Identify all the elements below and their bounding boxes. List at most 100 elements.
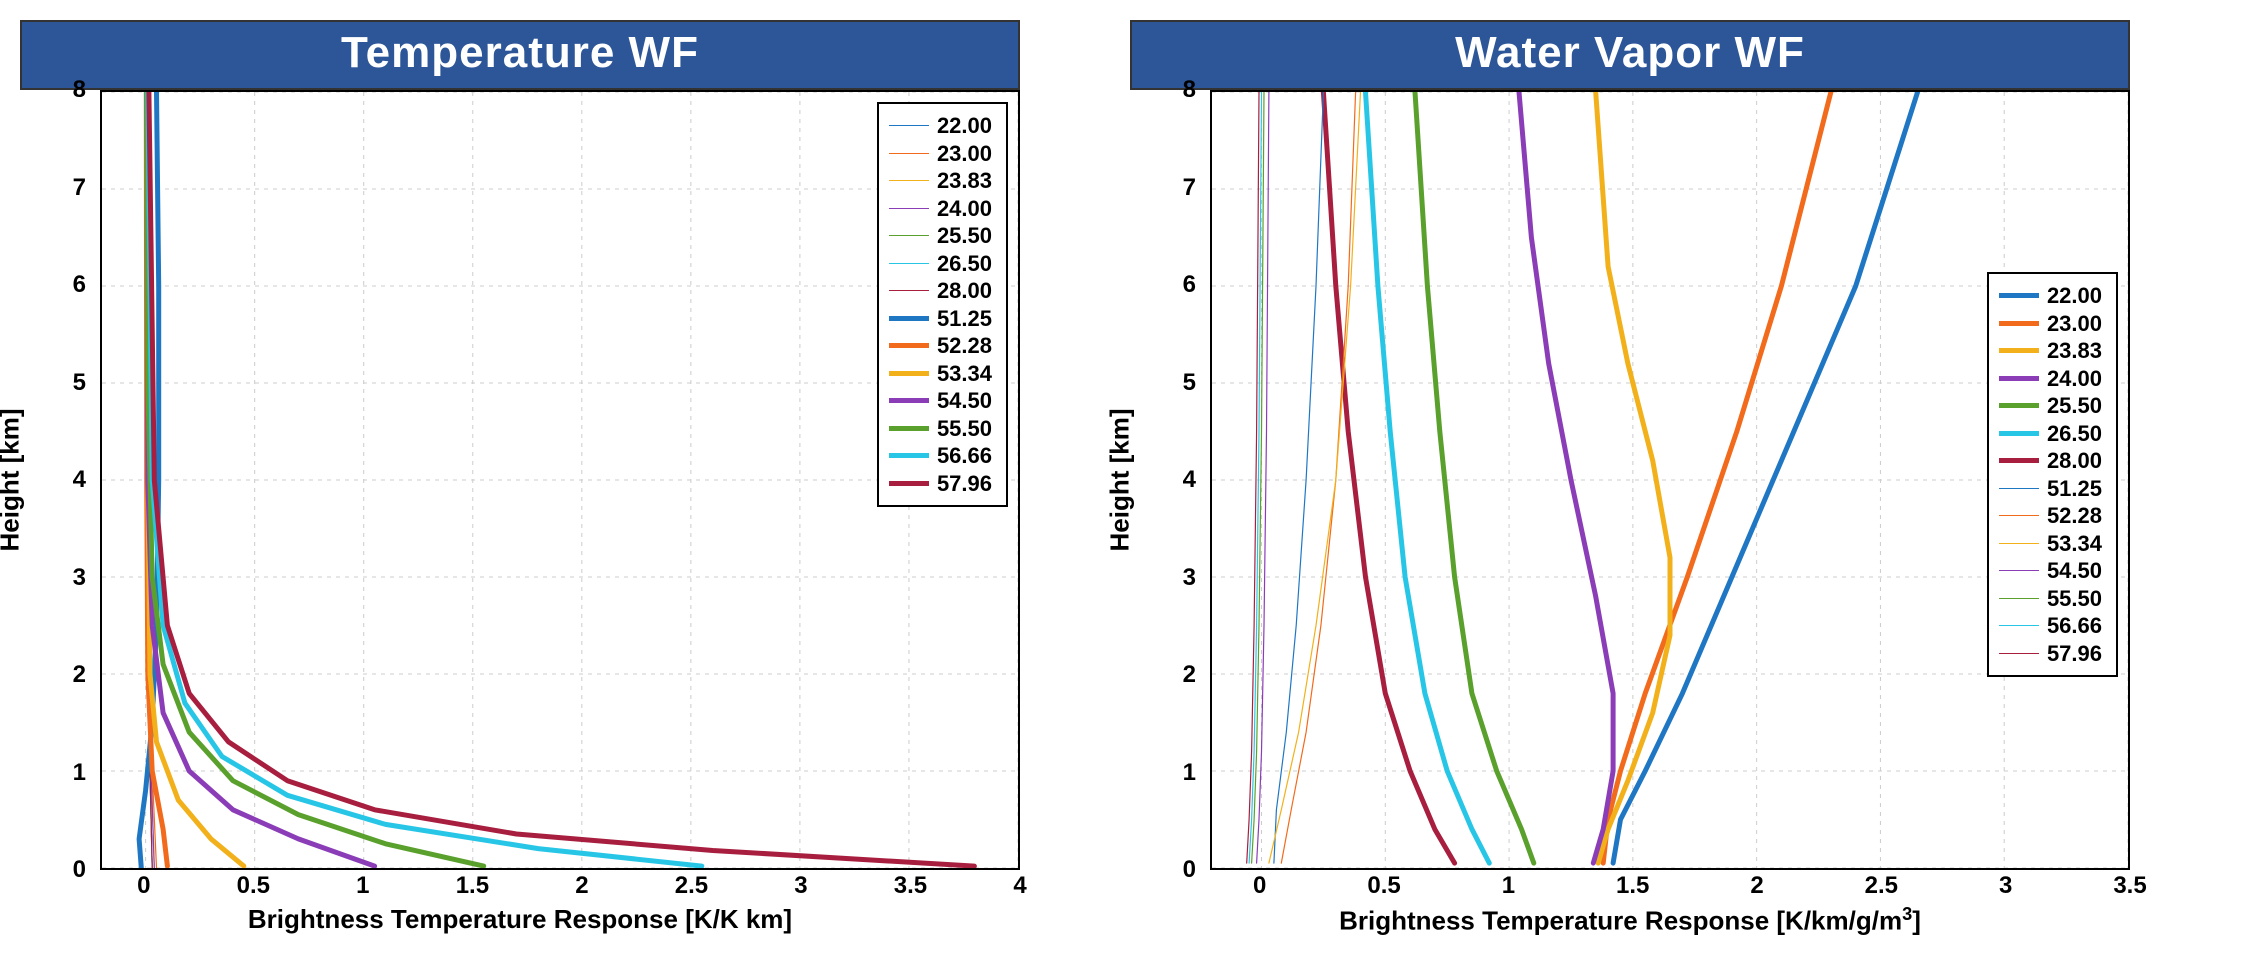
legend-swatch [1999,376,2039,381]
legend-row-57.96: 57.96 [1999,640,2102,668]
ytick-label: 3 [1183,564,1196,592]
legend-swatch [1999,570,2039,571]
legend-row-51.25: 51.25 [889,305,992,333]
legend-label: 25.50 [2047,392,2102,420]
legend-swatch [1999,321,2039,326]
xtick-label: 0.5 [237,872,270,900]
series-line-51.25 [1274,92,1324,863]
legend-label: 57.96 [2047,640,2102,668]
legend-label: 26.50 [937,250,992,278]
xtick-label: 1 [1502,872,1515,900]
right-yticks: 012345678 [1150,90,1200,870]
series-line-57.96 [149,92,975,866]
legend-swatch [1999,348,2039,353]
legend-row-54.50: 54.50 [1999,557,2102,585]
legend-label: 24.00 [937,195,992,223]
legend-label: 28.00 [937,277,992,305]
legend-label: 22.00 [2047,282,2102,310]
legend-swatch [1999,598,2039,599]
left-yticks: 012345678 [40,90,90,870]
legend-label: 23.83 [2047,337,2102,365]
legend-label: 26.50 [2047,420,2102,448]
legend-swatch [1999,543,2039,544]
series-line-53.34 [1269,92,1361,863]
legend-swatch [889,398,929,403]
legend-label: 57.96 [937,470,992,498]
xtick-label: 3 [1999,872,2012,900]
legend-swatch [889,343,929,348]
right-plot-wrap: Height [km] 012345678 22.0023.0023.8324.… [1130,90,2130,870]
left-plot-wrap: Height [km] 012345678 22.0023.0023.8324.… [20,90,1020,870]
xtick-label: 2 [1750,872,1763,900]
legend-swatch [1999,458,2039,463]
legend-swatch [889,263,929,264]
xtick-label: 3 [794,872,807,900]
series-line-26.50 [1366,92,1490,863]
legend-label: 51.25 [2047,475,2102,503]
legend-swatch [1999,403,2039,408]
legend-swatch [1999,653,2039,654]
ytick-label: 3 [73,564,86,592]
legend-row-22.00: 22.00 [889,112,992,140]
ytick-label: 7 [1183,174,1196,202]
legend-label: 25.50 [937,222,992,250]
right-xlabel: Brightness Temperature Response [K/km/g/… [1130,904,2130,937]
legend-swatch [889,290,929,291]
legend-row-56.66: 56.66 [1999,612,2102,640]
legend-label: 56.66 [937,442,992,470]
legend-row-23.83: 23.83 [1999,337,2102,365]
right-xticks: 00.511.522.533.5 [1210,870,2130,900]
legend-row-56.66: 56.66 [889,442,992,470]
legend-label: 52.28 [937,332,992,360]
legend-label: 51.25 [937,305,992,333]
ytick-label: 2 [73,661,86,689]
right-panel: Water Vapor WF Height [km] 012345678 22.… [1130,20,2130,937]
legend-swatch [889,208,929,209]
legend-swatch [889,316,929,321]
legend-label: 55.50 [2047,585,2102,613]
legend-row-52.28: 52.28 [1999,502,2102,530]
xtick-label: 2.5 [675,872,708,900]
legend-swatch [889,153,929,154]
legend-row-25.50: 25.50 [1999,392,2102,420]
ytick-label: 1 [1183,759,1196,787]
right-plot-area: 22.0023.0023.8324.0025.5026.5028.0051.25… [1210,90,2130,870]
ytick-label: 4 [73,466,86,494]
legend-row-23.00: 23.00 [1999,310,2102,338]
xtick-label: 0 [1253,872,1266,900]
ytick-label: 5 [73,369,86,397]
left-panel: Temperature WF Height [km] 012345678 22.… [20,20,1020,937]
legend-label: 23.83 [937,167,992,195]
legend-row-23.00: 23.00 [889,140,992,168]
left-xlabel: Brightness Temperature Response [K/K km] [20,904,1020,935]
legend-label: 53.34 [2047,530,2102,558]
legend-swatch [889,453,929,458]
ytick-label: 6 [1183,271,1196,299]
series-line-28.00 [1323,92,1454,863]
right-ylabel: Height [km] [1105,409,1136,552]
series-line-25.50 [1415,92,1534,863]
left-xticks: 00.511.522.533.54 [100,870,1020,900]
xtick-label: 2 [575,872,588,900]
legend-row-23.83: 23.83 [889,167,992,195]
legend-row-53.34: 53.34 [889,360,992,388]
legend-row-53.34: 53.34 [1999,530,2102,558]
left-plot-area: 22.0023.0023.8324.0025.5026.5028.0051.25… [100,90,1020,870]
xtick-label: 1.5 [456,872,489,900]
legend-label: 28.00 [2047,447,2102,475]
legend-swatch [1999,625,2039,626]
ytick-label: 8 [73,76,86,104]
xtick-label: 0.5 [1367,872,1400,900]
legend-label: 54.50 [2047,557,2102,585]
legend-row-26.50: 26.50 [889,250,992,278]
legend-label: 53.34 [937,360,992,388]
legend: 22.0023.0023.8324.0025.5026.5028.0051.25… [1987,272,2118,677]
legend-row-22.00: 22.00 [1999,282,2102,310]
legend-row-52.28: 52.28 [889,332,992,360]
series-line-22.00 [1613,92,1918,863]
legend-swatch [889,180,929,181]
legend-row-51.25: 51.25 [1999,475,2102,503]
left-title: Temperature WF [20,20,1020,90]
legend-row-28.00: 28.00 [1999,447,2102,475]
legend-row-24.00: 24.00 [1999,365,2102,393]
